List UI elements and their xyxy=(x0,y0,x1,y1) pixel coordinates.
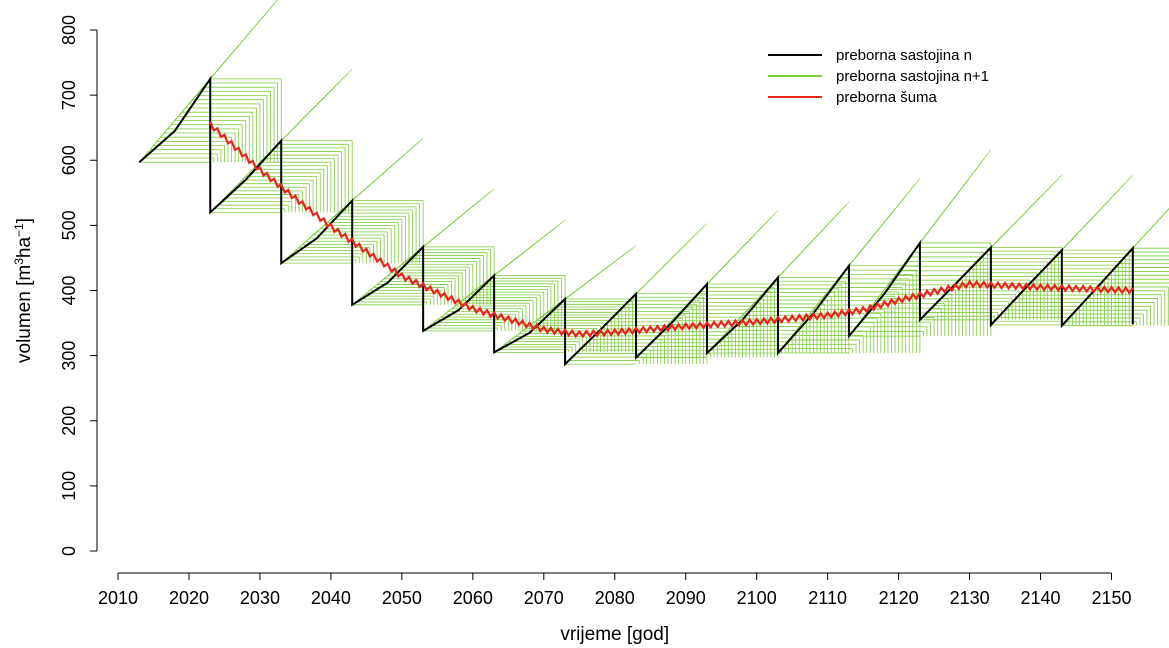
stand-n1-hatch-diagonal xyxy=(1132,208,1169,249)
y-tick-label: 600 xyxy=(59,145,79,175)
stand-n1-hatch-diagonal xyxy=(777,201,850,278)
stand-n1-hatch-diagonal xyxy=(848,178,921,266)
x-axis-title: vrijeme [god] xyxy=(560,624,669,645)
x-tick-label: 2040 xyxy=(311,588,351,608)
x-tick-label: 2020 xyxy=(169,588,209,608)
stand-n1-hatch-diagonal xyxy=(706,210,779,285)
legend-label-forest: preborna šuma xyxy=(836,89,938,106)
x-tick-label: 2130 xyxy=(950,588,990,608)
y-axis-title: volumen [m3ha−1] xyxy=(12,218,35,363)
legend: preborna sastojina n preborna sastojina … xyxy=(768,47,989,106)
stand-n1-hatch-diagonal xyxy=(1129,208,1169,253)
stand-n1-hatch-diagonal xyxy=(1061,175,1134,251)
x-tick-label: 2150 xyxy=(1091,588,1131,608)
x-tick-label: 2070 xyxy=(524,588,564,608)
x-tick-label: 2090 xyxy=(666,588,706,608)
series-stand-n-line xyxy=(138,75,1134,367)
stand-n1-hatch-diagonal xyxy=(281,68,353,141)
x-tick-label: 2110 xyxy=(808,588,847,608)
x-tick-label: 2030 xyxy=(240,588,280,608)
stand-n1-hatch-diagonal xyxy=(919,149,992,244)
stand-n1-hatch-diagonal xyxy=(210,0,278,80)
x-tick-label: 2080 xyxy=(595,588,635,608)
x-tick-label: 2060 xyxy=(453,588,493,608)
y-tick-label: 700 xyxy=(59,80,79,110)
y-tick-label: 0 xyxy=(59,546,79,556)
y-axis-ticks: 0 100 200 300 400 500 600 700 800 xyxy=(59,15,97,556)
x-tick-label: 2120 xyxy=(879,588,919,608)
y-tick-label: 200 xyxy=(59,406,79,436)
stand-n1-hatch-diagonal xyxy=(1125,208,1169,257)
series-forest-line xyxy=(209,121,1134,339)
stand-n1-hatch-diagonal xyxy=(635,223,708,294)
y-tick-label: 500 xyxy=(59,210,79,240)
x-tick-label: 2140 xyxy=(1021,588,1061,608)
y-tick-label: 300 xyxy=(59,341,79,371)
y-tick-label: 400 xyxy=(59,275,79,305)
axes: 2010 2020 2030 2040 2050 2060 2070 2080 2090 2100… xyxy=(59,15,1132,608)
forest-line xyxy=(209,121,1134,339)
y-tick-label: 800 xyxy=(59,15,79,45)
stand-n-line xyxy=(138,75,1134,367)
stand-n1-hatch-diagonal xyxy=(351,137,424,201)
legend-label-stand-n1: preborna sastojina n+1 xyxy=(836,68,989,85)
stand-n1-hatch-diagonal xyxy=(493,219,566,276)
stand-n1-hatch-diagonal xyxy=(564,245,637,300)
x-tick-label: 2100 xyxy=(737,588,777,608)
x-tick-label: 2010 xyxy=(98,588,138,608)
y-tick-label: 100 xyxy=(59,471,79,501)
stand-n1-hatch-diagonal xyxy=(990,175,1063,248)
legend-label-stand-n: preborna sastojina n xyxy=(836,47,972,64)
stand-n1-hatch-diagonal xyxy=(422,188,495,248)
x-axis-ticks: 2010 2020 2030 2040 2050 2060 2070 2080 2090 2100… xyxy=(98,573,1132,608)
series-stand-n1-hatching xyxy=(139,0,1169,365)
x-tick-label: 2050 xyxy=(382,588,422,608)
